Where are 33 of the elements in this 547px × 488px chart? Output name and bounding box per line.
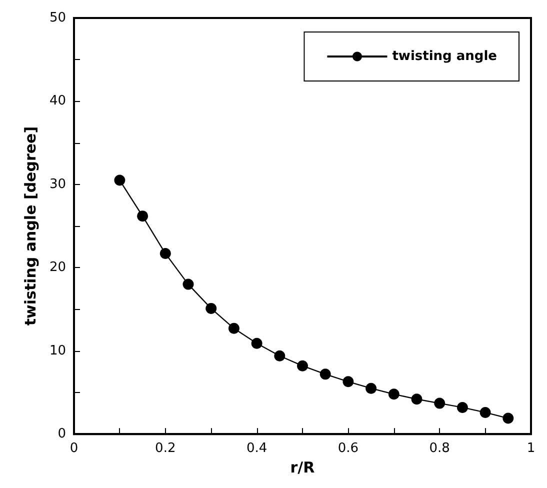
y-tick-label: 50 xyxy=(49,10,66,26)
x-tick-label: 0 xyxy=(70,441,78,456)
point xyxy=(297,360,308,372)
point xyxy=(251,338,262,349)
point xyxy=(502,412,514,424)
point xyxy=(114,174,126,186)
x-axis-title: r/R xyxy=(290,458,316,476)
y-tick-label: 40 xyxy=(49,94,66,109)
y-tick-label: 20 xyxy=(49,260,66,276)
y-tick-label: 0 xyxy=(58,426,66,442)
point xyxy=(160,248,171,260)
y-tick-label: 10 xyxy=(49,343,66,358)
point xyxy=(274,350,286,362)
x-tick-label: 0.8 xyxy=(429,441,450,456)
x-tick-label: 0.2 xyxy=(155,441,176,456)
point xyxy=(320,368,331,380)
point xyxy=(206,302,217,314)
x-tick-label: 1 xyxy=(526,441,536,456)
x-tick-label: 0.6 xyxy=(338,441,359,456)
point xyxy=(342,376,354,388)
point xyxy=(456,402,468,413)
point xyxy=(388,388,400,400)
legend-label: twisting angle xyxy=(392,49,498,64)
x-tick-label: 0.4 xyxy=(246,441,268,456)
point xyxy=(366,382,377,394)
y-axis-title: twisting angle [degree] xyxy=(22,126,40,326)
point xyxy=(434,398,446,409)
y-tick-label: 30 xyxy=(49,176,66,192)
point xyxy=(137,210,148,222)
point xyxy=(480,406,491,418)
point xyxy=(411,394,422,405)
point xyxy=(182,278,194,290)
point xyxy=(228,322,240,334)
